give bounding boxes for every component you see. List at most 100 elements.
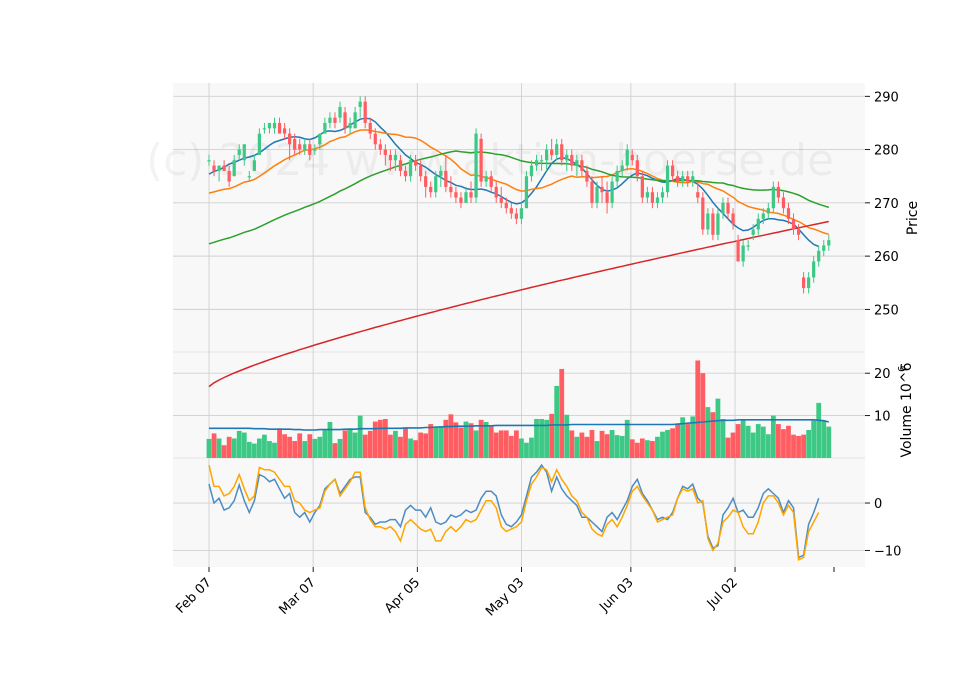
volume-bar — [503, 430, 509, 458]
volume-bar — [418, 432, 424, 458]
volume-bar — [211, 433, 217, 458]
candle-body — [585, 170, 589, 182]
candle-body — [524, 176, 529, 209]
candle-body — [509, 208, 513, 214]
volume-bar — [292, 441, 298, 458]
volume-bar — [322, 430, 328, 458]
candle-body — [403, 170, 408, 177]
volume-bar — [715, 398, 721, 458]
candle-body — [242, 144, 246, 161]
candle-body — [534, 160, 539, 166]
candle-body — [807, 277, 811, 289]
volume-average-line — [209, 419, 830, 431]
volume-bar — [513, 430, 519, 458]
candle-body — [650, 192, 655, 203]
candle-body — [419, 165, 423, 177]
volume-bar — [241, 432, 247, 458]
volume-bar — [332, 443, 338, 458]
price-panel-bg — [173, 83, 865, 352]
candle-body — [519, 208, 524, 219]
candle-body — [262, 128, 267, 130]
candle-body — [615, 170, 619, 182]
candle-body — [529, 165, 534, 177]
volume-bar — [312, 438, 318, 458]
candle-body — [796, 229, 801, 235]
price-tick-label: 260 — [874, 250, 899, 265]
candle-body — [544, 149, 549, 161]
osc-tick-label: −10 — [874, 544, 901, 559]
candle-body — [781, 197, 786, 209]
candle-body — [247, 176, 251, 178]
candle-body — [449, 186, 453, 193]
volume-bar — [624, 419, 630, 458]
candle-body — [726, 202, 730, 214]
volume-bar — [594, 441, 600, 458]
candle-body — [741, 245, 745, 262]
volume-bar — [665, 430, 670, 458]
volume-exponent: 6 — [897, 366, 908, 372]
volume-bar — [796, 435, 801, 458]
volume-bar — [655, 436, 660, 458]
volume-bar — [463, 421, 469, 458]
candle-body — [413, 160, 418, 166]
candle-body — [388, 154, 393, 161]
price-tick-label: 290 — [874, 90, 899, 105]
volume-bar — [695, 360, 701, 458]
volume-bar — [745, 425, 751, 458]
candle-body — [701, 197, 705, 230]
candle-body — [817, 250, 821, 262]
volume-bar — [710, 412, 716, 458]
candle-body — [469, 192, 473, 198]
volume-bar — [403, 427, 408, 458]
volume-bar — [342, 430, 348, 458]
volume-bar — [508, 435, 514, 458]
candle-body — [434, 176, 438, 193]
volume-bar — [619, 435, 625, 458]
price-tick-label: 270 — [874, 197, 899, 212]
candle-body — [227, 170, 231, 182]
candle-body — [575, 160, 579, 166]
price-tick-label: 250 — [874, 303, 899, 318]
volume-tick-label: 20 — [874, 367, 891, 382]
volume-bar — [473, 430, 479, 458]
candle-body — [323, 122, 327, 134]
candle-body — [635, 160, 639, 177]
volume-bar — [428, 424, 434, 458]
candle-body — [257, 133, 262, 155]
candle-body — [801, 277, 806, 289]
candle-body — [459, 197, 463, 203]
volume-bar — [816, 402, 822, 458]
volume-bar — [483, 421, 489, 458]
volume-bar — [609, 430, 615, 458]
volume-bar — [634, 442, 640, 458]
candle-body — [691, 176, 695, 182]
volume-bar — [362, 434, 368, 458]
candle-body — [565, 154, 569, 161]
candle-body — [489, 176, 493, 187]
candle-body — [363, 101, 367, 123]
candle-body — [464, 192, 468, 203]
volume-bar — [468, 423, 474, 458]
candle-body — [660, 192, 665, 198]
volume-bar — [786, 425, 791, 458]
moving-averages — [208, 117, 830, 388]
volume-bar — [720, 418, 726, 458]
candle-body — [373, 133, 377, 145]
volume-bar — [393, 430, 398, 458]
candle-body — [444, 170, 448, 187]
candle-body — [328, 117, 332, 123]
volume-bar — [629, 439, 635, 458]
volume-bar — [791, 434, 796, 458]
candle-body — [338, 106, 342, 118]
volume-bar — [760, 426, 766, 458]
volume-bar — [347, 428, 353, 458]
volume-bar — [781, 429, 786, 458]
volume-bar — [267, 441, 272, 458]
volume-bar — [776, 424, 781, 458]
candle-body — [721, 202, 725, 214]
candle-body — [600, 186, 604, 193]
candle-body — [272, 122, 277, 129]
candle-body — [439, 170, 443, 177]
x-tick-label: Mar 07 — [276, 575, 319, 618]
candle-body — [217, 165, 221, 171]
